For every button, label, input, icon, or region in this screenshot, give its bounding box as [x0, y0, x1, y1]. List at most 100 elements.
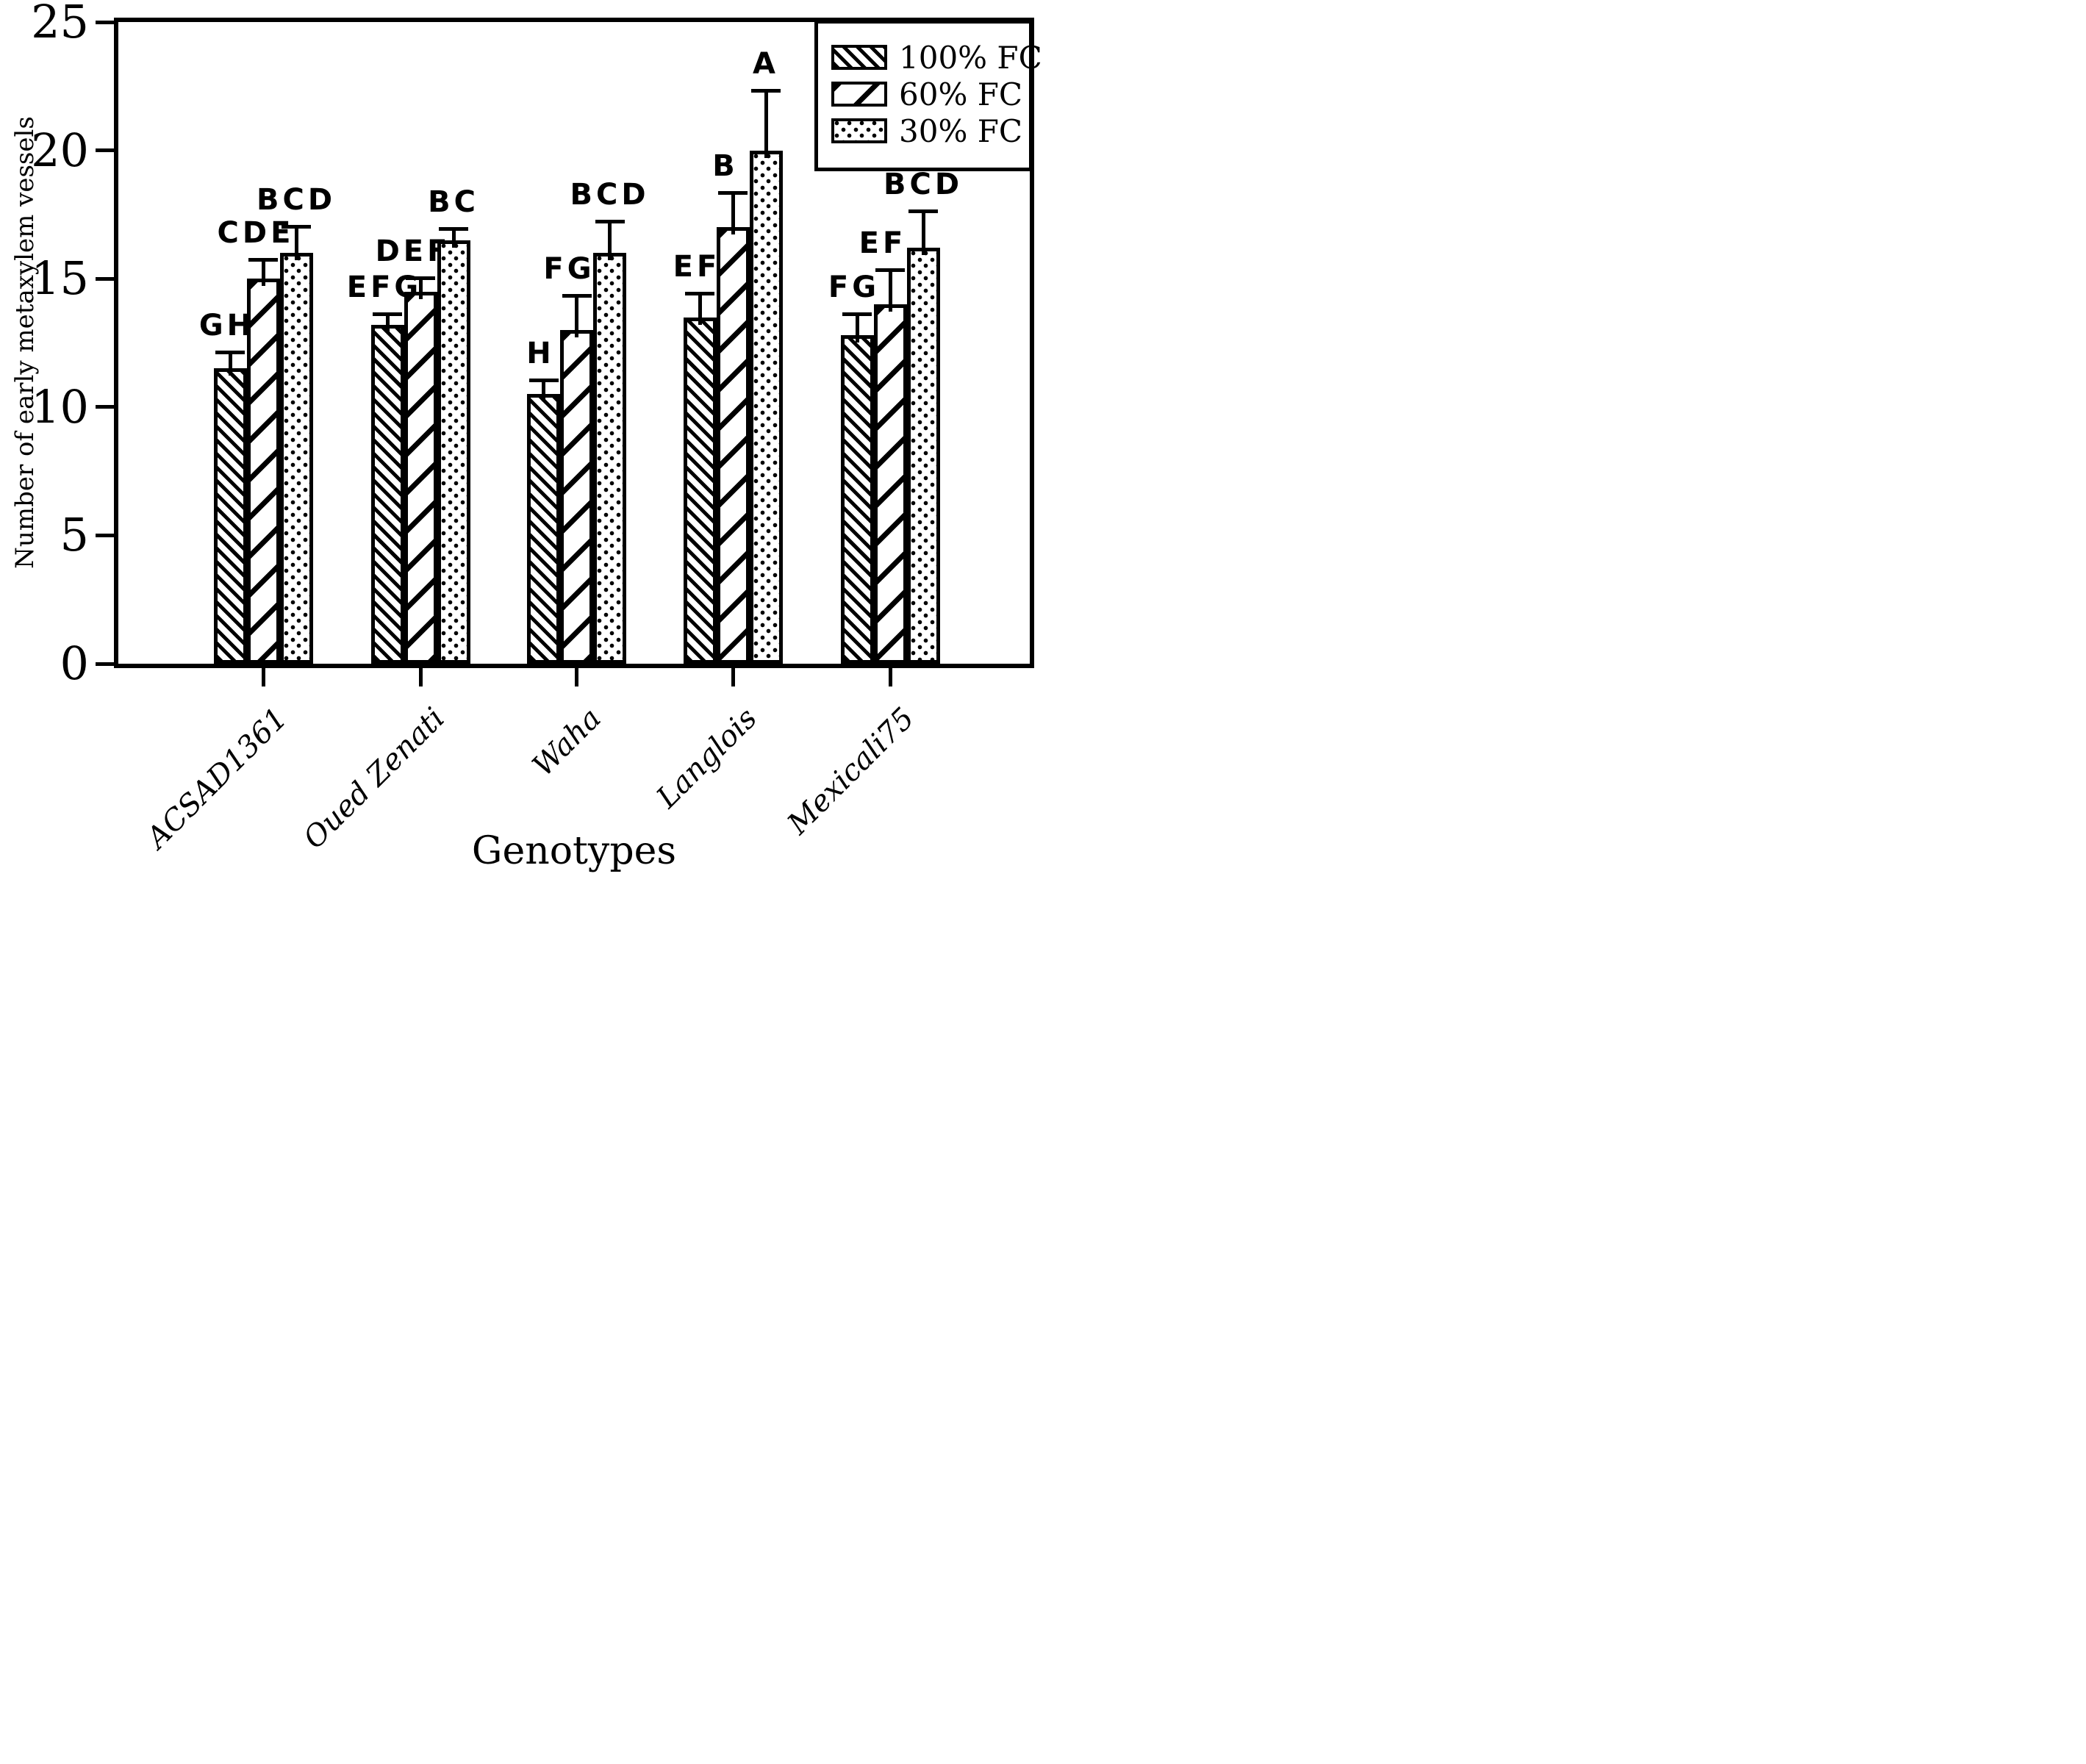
error-bar-stem [888, 271, 892, 312]
bar-100fc [840, 335, 874, 664]
error-bar-stem [228, 353, 232, 376]
error-bar [215, 350, 245, 376]
bar-100fc [527, 394, 560, 664]
significance-letter: BCD [256, 182, 337, 217]
significance-letter: DEF [375, 234, 451, 268]
error-bar-stem [542, 381, 545, 402]
legend-item-30fc: 30% FC [831, 112, 1029, 149]
error-bar-cap [875, 268, 905, 273]
bar-30fc [279, 253, 313, 664]
error-bar-stem [731, 194, 735, 235]
error-bar-cap [751, 88, 781, 93]
bar-100fc [213, 368, 247, 664]
error-bar [685, 291, 714, 325]
error-bar [248, 258, 278, 287]
significance-letter: A [753, 46, 779, 81]
error-bar [528, 379, 559, 402]
significance-letter: BCD [883, 167, 964, 201]
error-bar [908, 209, 938, 256]
significance-letter: B [712, 149, 739, 184]
bar-60fc [404, 291, 437, 664]
legend-label: 30% FC [899, 112, 1022, 149]
y-axis-tick-label: 15 [31, 251, 89, 306]
y-axis-tick-label: 25 [31, 0, 89, 49]
significance-letter: FG [543, 252, 595, 287]
bar-30fc [593, 253, 626, 664]
bar-60fc [246, 279, 280, 664]
error-bar-stem [294, 227, 298, 261]
y-axis-tick-label: 20 [31, 123, 89, 177]
error-bar-stem [418, 279, 423, 299]
error-bar-cap [282, 224, 311, 229]
x-axis-title: Genotypes [471, 829, 677, 873]
error-bar [282, 224, 311, 261]
error-bar-stem [698, 294, 702, 325]
x-axis-tick [418, 668, 423, 686]
error-bar-cap [248, 258, 278, 262]
error-bar [751, 88, 781, 158]
y-axis-title: Number of early metaxylem vessels [10, 116, 40, 569]
x-axis-tick [261, 668, 265, 686]
error-bar [718, 191, 748, 235]
error-bar-cap [595, 219, 625, 223]
y-axis-tick [96, 148, 114, 153]
error-bar-cap [842, 312, 872, 316]
error-bar-cap [562, 294, 592, 298]
error-bar-cap [528, 379, 559, 383]
bar-30fc [749, 150, 783, 664]
significance-letter: EF [673, 249, 721, 284]
legend-label: 100% FC [899, 39, 1042, 76]
bar-30fc [906, 248, 940, 664]
legend-swatch-sparse-backward-diagonal-lines [831, 82, 887, 107]
error-bar [842, 312, 872, 343]
bar-60fc [716, 227, 750, 664]
error-bar [439, 227, 468, 248]
y-axis-tick [96, 276, 114, 281]
significance-letter: H [526, 337, 555, 371]
significance-letter: GH [198, 308, 256, 343]
bar-60fc [560, 330, 593, 664]
y-axis-tick-label: 0 [60, 637, 89, 690]
error-bar-stem [575, 297, 578, 338]
error-bar-cap [406, 276, 435, 280]
significance-letter: EF [859, 226, 907, 261]
figure: 0 5 10 15 20 25 ACSAD1361 GH CDE BCD Oued Zenati EF… [0, 0, 1043, 882]
x-axis-tick [575, 668, 578, 686]
x-axis-tick [731, 668, 735, 686]
bar-100fc [683, 317, 717, 664]
legend-box: 100% FC 60% FC 30% FC [814, 20, 1042, 171]
bar-100fc [370, 325, 404, 664]
significance-letter: FG [828, 270, 881, 304]
y-axis-tick [96, 533, 114, 537]
x-category-label: ACSAD1361 [140, 701, 294, 856]
significance-letter: BC [428, 185, 479, 220]
legend-swatch-dense-forward-diagonal-hatch [831, 45, 887, 70]
error-bar-stem [921, 212, 925, 256]
error-bar [875, 268, 905, 312]
bar-60fc [873, 304, 907, 664]
error-bar-stem [764, 91, 768, 158]
error-bar [595, 219, 625, 261]
error-bar-stem [261, 261, 265, 287]
error-bar-cap [215, 350, 245, 354]
error-bar-cap [718, 191, 748, 196]
error-bar-cap [685, 291, 714, 295]
error-bar [373, 312, 402, 333]
significance-letter: CDE [217, 216, 295, 251]
legend-swatch-dotted [831, 118, 887, 143]
error-bar-cap [908, 209, 938, 213]
x-axis-tick [888, 668, 892, 686]
legend-item-60fc: 60% FC [831, 76, 1029, 112]
error-bar-stem [855, 315, 859, 343]
error-bar-cap [373, 312, 402, 316]
legend-label: 60% FC [899, 76, 1022, 112]
error-bar-stem [608, 222, 612, 261]
error-bar-stem [451, 230, 456, 248]
y-axis-tick [96, 20, 114, 24]
legend-item-100fc: 100% FC [831, 40, 1042, 76]
y-axis-tick [96, 662, 114, 666]
error-bar-stem [385, 315, 390, 333]
bar-30fc [437, 240, 470, 664]
error-bar-cap [439, 227, 468, 232]
y-axis-tick [96, 405, 114, 409]
